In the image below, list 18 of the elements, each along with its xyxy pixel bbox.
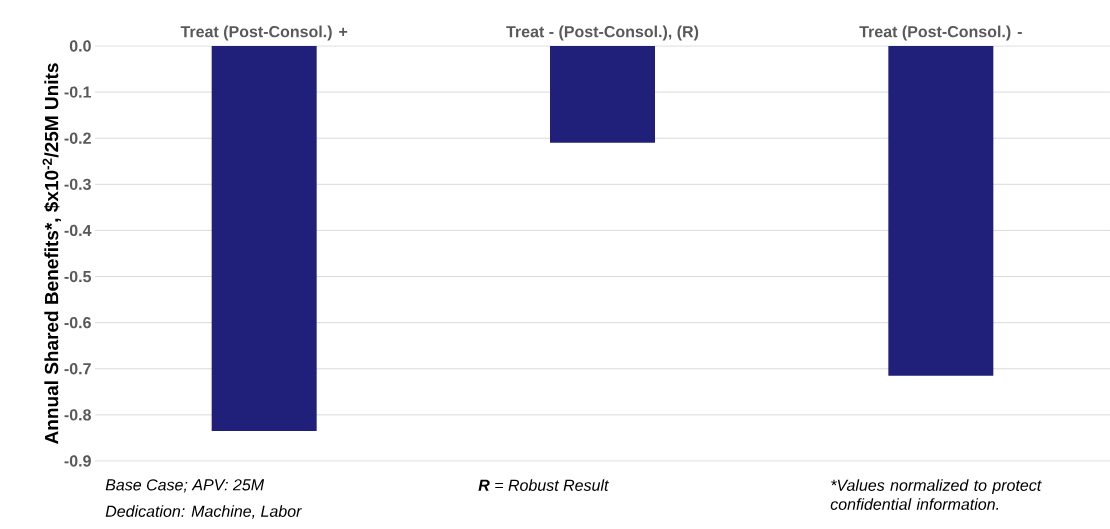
y-tick-label: -0.2	[64, 132, 91, 144]
text: Base Case; APV: 25M	[105, 479, 265, 493]
text: *Values normalized to protect confidential information.	[830, 479, 1042, 510]
y-tick-label: -0.5	[64, 270, 92, 283]
y-tick-label: -0.7	[64, 363, 91, 375]
y-tick-label: -0.8	[64, 409, 91, 421]
text: R = Robust Result	[478, 479, 610, 491]
x-tick-label: Treat (Post-Consol.) +	[180, 25, 348, 41]
y-tick-label: 0.0	[69, 40, 91, 52]
y-axis-title: Annual Shared Benefits*, $x10$^{-2}$/25M Units	[42, 63, 62, 444]
y-tick-label: -0.6	[64, 317, 91, 329]
y-tick-label: -0.9	[64, 455, 91, 467]
text: Dedication: Machine, Labor	[105, 505, 302, 519]
x-tick-label: Treat (Post-Consol.) -	[859, 25, 1022, 41]
y-tick-label: -0.4	[64, 224, 92, 237]
y-tick-label: -0.1	[64, 86, 92, 98]
y-tick-label: -0.3	[64, 178, 91, 190]
x-tick-label: Treat - (Post-Consol.), (R)	[506, 25, 699, 41]
